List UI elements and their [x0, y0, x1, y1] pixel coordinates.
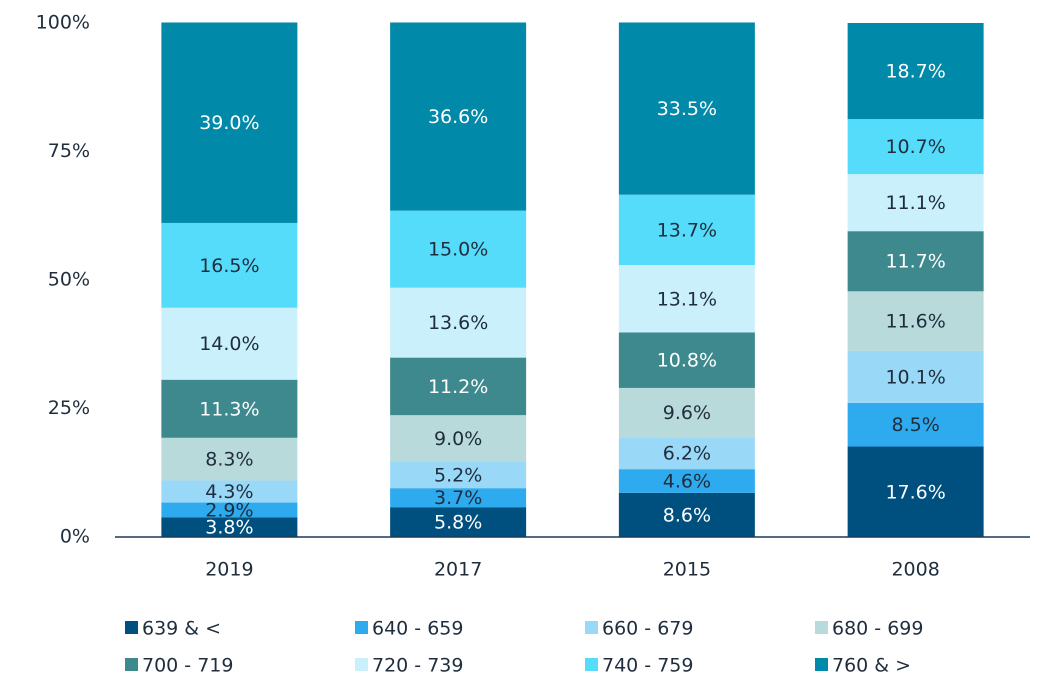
x-tick-label: 2019 — [205, 559, 253, 581]
legend-label: 680 - 699 — [832, 618, 923, 640]
data-label: 8.3% — [205, 449, 253, 471]
data-label: 36.6% — [428, 106, 488, 128]
data-label: 13.1% — [657, 288, 717, 310]
legend-swatch — [355, 658, 368, 671]
bar-segment — [161, 379, 298, 438]
legend-label: 720 - 739 — [372, 655, 463, 677]
data-label: 16.5% — [199, 255, 259, 277]
legend-swatch — [815, 658, 828, 671]
legend-swatch — [585, 658, 598, 671]
bar-segment — [847, 23, 984, 120]
legend-label: 639 & < — [142, 618, 221, 640]
bar-segment — [390, 210, 527, 288]
bar-segment — [390, 415, 527, 462]
bar-segment — [161, 307, 298, 380]
data-label: 4.6% — [663, 470, 711, 492]
data-label: 10.8% — [657, 350, 717, 372]
y-tick-label: 25% — [48, 397, 90, 419]
legend-swatch — [585, 621, 598, 634]
legend-label: 660 - 679 — [602, 618, 693, 640]
bar-segment — [390, 488, 527, 508]
bar-segment — [161, 437, 298, 481]
data-label: 4.3% — [205, 481, 253, 503]
bar-segment — [847, 174, 984, 232]
bar-segment — [161, 222, 298, 308]
data-label: 11.7% — [885, 251, 945, 273]
bar-segment — [161, 22, 298, 223]
data-label: 14.0% — [199, 333, 259, 355]
data-label: 11.2% — [428, 376, 488, 398]
legend-swatch — [815, 621, 828, 634]
bar-segment — [618, 194, 755, 266]
x-tick-label: 2008 — [891, 559, 939, 581]
data-label: 17.6% — [885, 481, 945, 503]
data-label: 8.5% — [891, 414, 939, 436]
bar-segment — [618, 387, 755, 438]
bar-segment — [161, 517, 298, 537]
data-label: 11.3% — [199, 398, 259, 420]
data-label: 2.9% — [205, 500, 253, 522]
legend-label: 740 - 759 — [602, 655, 693, 677]
data-label: 15.0% — [428, 239, 488, 261]
bar-segment — [618, 332, 755, 388]
bar-segment — [847, 119, 984, 175]
legend-label: 760 & > — [832, 655, 911, 677]
data-label: 5.2% — [434, 464, 482, 486]
legend-swatch — [355, 621, 368, 634]
data-label: 33.5% — [657, 98, 717, 120]
data-label: 11.1% — [885, 192, 945, 214]
y-tick-label: 0% — [60, 526, 90, 548]
x-tick-label: 2017 — [434, 559, 482, 581]
legend-swatch — [125, 658, 138, 671]
data-label: 3.7% — [434, 487, 482, 509]
data-label: 13.6% — [428, 312, 488, 334]
data-label: 9.6% — [663, 402, 711, 424]
data-label: 10.7% — [885, 136, 945, 158]
legend-swatch — [125, 621, 138, 634]
x-tick-label: 2015 — [663, 559, 711, 581]
bar-segment — [161, 480, 298, 503]
bar-segment — [847, 402, 984, 447]
data-label: 8.6% — [663, 504, 711, 526]
data-label: 5.8% — [434, 512, 482, 534]
bar-segment — [618, 265, 755, 333]
bar-segment — [390, 357, 527, 416]
bar-segment — [847, 231, 984, 292]
bar-segment — [847, 291, 984, 351]
y-tick-label: 50% — [48, 269, 90, 291]
y-tick-label: 75% — [48, 140, 90, 162]
bar-segment — [618, 492, 755, 537]
data-label: 39.0% — [199, 112, 259, 134]
data-label: 3.8% — [205, 517, 253, 539]
bar-segment — [390, 461, 527, 489]
legend-label: 640 - 659 — [372, 618, 463, 640]
data-label: 13.7% — [657, 219, 717, 241]
bar-segment — [618, 469, 755, 493]
bar-segment — [847, 350, 984, 403]
data-label: 10.1% — [885, 366, 945, 388]
data-label: 18.7% — [885, 61, 945, 83]
bar-segment — [390, 22, 527, 211]
data-label: 11.6% — [885, 311, 945, 333]
bar-segment — [390, 287, 527, 358]
data-label: 6.2% — [663, 443, 711, 465]
bar-segment — [847, 446, 984, 537]
bar-segment — [161, 502, 298, 518]
y-tick-label: 100% — [36, 12, 90, 34]
data-label: 9.0% — [434, 428, 482, 450]
bar-segment — [618, 437, 755, 470]
bar-segment — [618, 22, 755, 195]
legend-label: 700 - 719 — [142, 655, 233, 677]
bar-segment — [390, 507, 527, 537]
